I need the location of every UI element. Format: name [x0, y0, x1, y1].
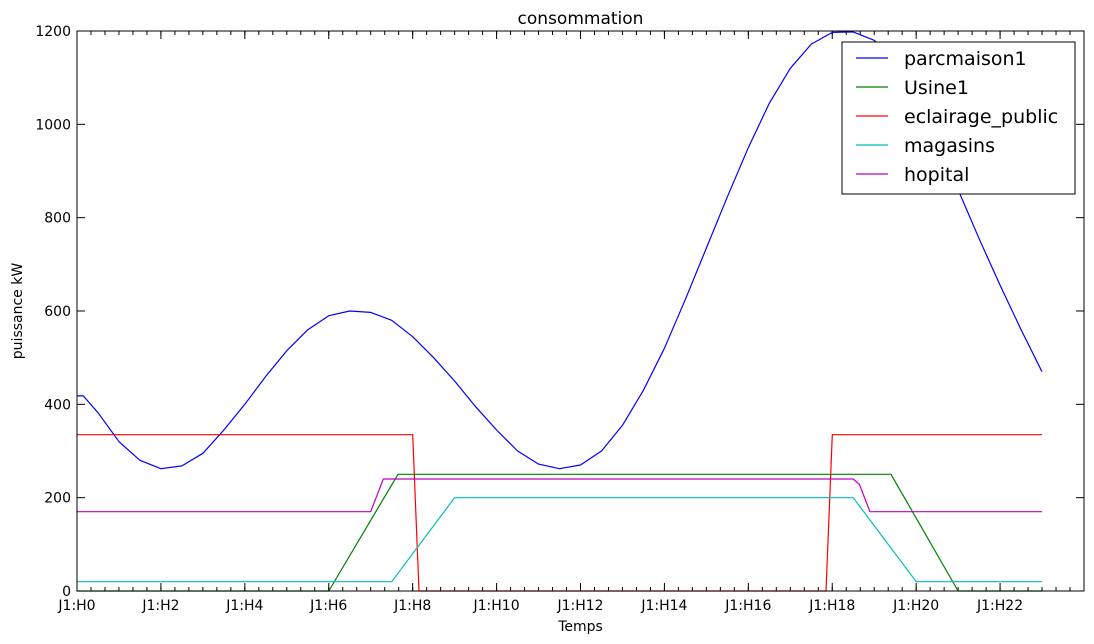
chart-title: consommation [518, 9, 644, 29]
series-line-hopital [77, 478, 1042, 513]
x-tick-label: J1:H2 [141, 598, 179, 614]
y-tick-label: 1200 [35, 24, 71, 40]
legend-label: Usine1 [904, 77, 969, 99]
y-tick-label: 200 [44, 491, 71, 507]
legend: parcmaison1 Usine1 eclairage_publicmagasin… [841, 41, 1076, 195]
series-line-usine1 [77, 473, 1042, 592]
legend-box [841, 41, 1076, 195]
x-tick-label: J1:H14 [640, 598, 687, 614]
series-line-magasins [77, 497, 1042, 583]
series-line-eclairage-public [77, 434, 1042, 592]
legend-label: magasins [904, 135, 995, 157]
x-tick-label: J1:H20 [892, 598, 939, 614]
x-tick-label: J1:H12 [556, 598, 603, 614]
x-tick-label: J1:H10 [473, 598, 520, 614]
x-tick-label: J1:H22 [976, 598, 1023, 614]
y-tick-label: 800 [44, 211, 71, 227]
ticks-layer: J1:H0 J1:H2 J1:H4 J1:H6 J1:H8 J1:H10 J1:H12 J1:… [35, 24, 1085, 614]
legend-label: hopital [904, 164, 969, 186]
plot-area [76, 30, 1085, 592]
y-tick-label: 1000 [35, 117, 71, 133]
y-tick-label: 0 [62, 584, 71, 600]
x-tick-label: J1:H6 [309, 598, 347, 614]
x-tick-label: J1:H4 [225, 598, 263, 614]
legend-label: parcmaison1 [904, 48, 1027, 70]
x-tick-label: J1:H18 [808, 598, 855, 614]
y-axis-label: puissance kW [10, 263, 26, 360]
y-tick-label: 600 [44, 304, 71, 320]
x-tick-label: J1:H0 [57, 598, 95, 614]
y-tick-label: 400 [44, 397, 71, 413]
x-axis-label: Temps [557, 619, 603, 635]
legend-label: eclairage_public [904, 106, 1058, 128]
x-tick-label: J1:H16 [724, 598, 771, 614]
x-tick-label: J1:H8 [393, 598, 431, 614]
